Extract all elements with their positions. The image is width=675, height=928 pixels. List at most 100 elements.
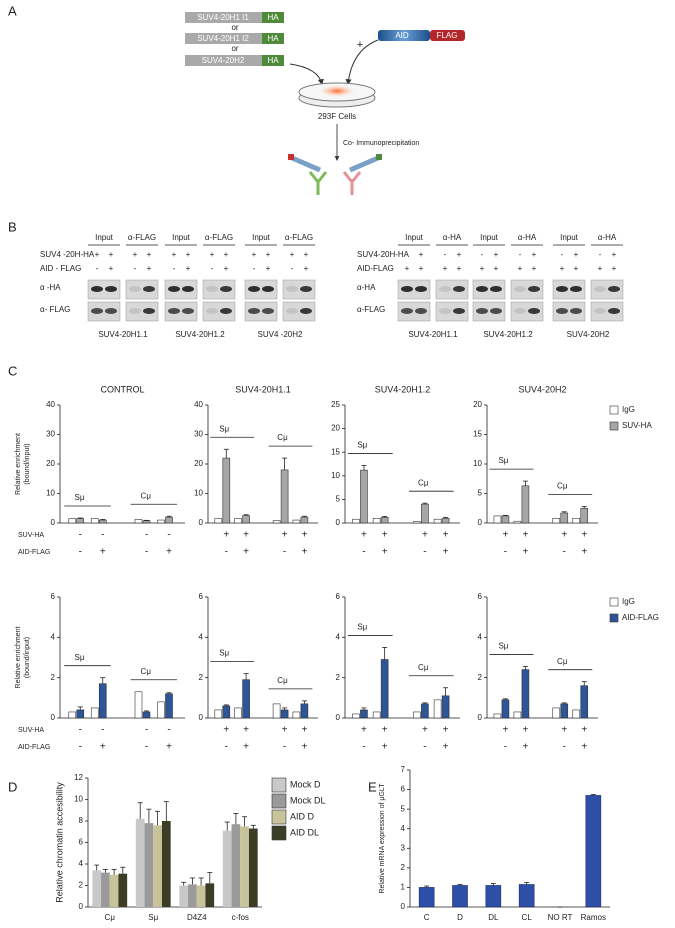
y-tick-label: 0 xyxy=(79,902,84,911)
legend-label: Mock D xyxy=(290,779,321,789)
sign: + xyxy=(186,264,191,273)
bar xyxy=(134,519,143,524)
y-tick-label: 4 xyxy=(199,632,204,641)
bar xyxy=(418,887,435,908)
bar xyxy=(501,515,510,524)
sign: - xyxy=(563,742,566,753)
band xyxy=(220,308,232,314)
row-name: SUV-HA xyxy=(18,727,44,734)
bar xyxy=(433,699,442,719)
sign: + xyxy=(598,264,603,273)
band xyxy=(206,308,218,314)
chart-title: SUV4-20H1.1 xyxy=(235,384,291,394)
sign: + xyxy=(574,250,579,259)
y-tick-label: 5 xyxy=(336,495,341,504)
y-axis-label: Relative chromatin accesibility xyxy=(54,782,64,903)
or: or xyxy=(231,23,238,32)
panel-label: C xyxy=(8,363,17,378)
sign: + xyxy=(95,250,100,259)
column-header: Input xyxy=(480,233,499,242)
bar xyxy=(493,515,502,524)
group-label: Cμ xyxy=(418,478,429,487)
blot xyxy=(510,279,544,300)
group-label: SUV4-20H1.2 xyxy=(483,330,533,339)
bar xyxy=(161,821,171,907)
aid-bar xyxy=(378,30,430,41)
x-tick-label: CL xyxy=(522,913,533,922)
group-label: Sμ xyxy=(357,441,367,450)
blot xyxy=(590,301,624,322)
bar xyxy=(142,711,151,719)
bar xyxy=(580,685,589,719)
legend-label: IgG xyxy=(622,405,635,414)
bar xyxy=(118,873,128,907)
y-tick-label: 10 xyxy=(473,459,482,468)
sign: - xyxy=(79,530,82,541)
bar xyxy=(242,679,250,719)
band xyxy=(556,286,568,292)
chart-title: SUV4-20H2 xyxy=(518,384,566,394)
bar xyxy=(413,521,421,524)
group-label: Cμ xyxy=(277,676,288,685)
x-tick-label: Cμ xyxy=(105,913,116,922)
y-tick-label: 6 xyxy=(199,592,204,601)
column-header: α-HA xyxy=(443,233,462,242)
blot xyxy=(397,279,431,300)
bar xyxy=(242,515,250,524)
bar xyxy=(234,518,242,524)
column-header: α-HA xyxy=(598,233,617,242)
band xyxy=(105,286,117,292)
band xyxy=(453,308,465,314)
sign: + xyxy=(405,264,410,273)
band xyxy=(262,286,274,292)
sign: + xyxy=(443,725,449,736)
sign: + xyxy=(382,530,388,541)
sign: - xyxy=(283,742,286,753)
sign: + xyxy=(503,530,509,541)
y-tick-label: 2 xyxy=(51,673,56,682)
legend-label: Mock DL xyxy=(290,795,326,805)
sign: - xyxy=(167,725,170,736)
bar xyxy=(413,711,421,719)
y-tick-label: 20 xyxy=(473,400,482,409)
bar xyxy=(142,520,151,524)
sign: + xyxy=(223,530,229,541)
sign: - xyxy=(283,547,286,558)
bar xyxy=(157,701,165,719)
blot xyxy=(435,279,469,300)
bar xyxy=(98,519,107,524)
bar xyxy=(501,699,510,719)
band xyxy=(570,286,582,292)
y-tick-label: 2 xyxy=(79,881,84,890)
blot xyxy=(164,279,198,300)
blot xyxy=(397,301,431,322)
band xyxy=(453,286,465,292)
y-axis-label: (bound/input) xyxy=(24,637,31,678)
bar xyxy=(521,485,530,524)
band xyxy=(91,286,103,292)
sign: + xyxy=(266,264,271,273)
bar xyxy=(380,517,389,524)
row-label: AID - FLAG xyxy=(40,264,81,273)
bar xyxy=(214,709,223,719)
band xyxy=(594,286,606,292)
blot xyxy=(552,301,586,322)
bar xyxy=(572,517,581,524)
bar xyxy=(205,883,215,907)
x-tick-label: Ramos xyxy=(581,913,606,922)
construct-name: SUV4-20H1 I1 xyxy=(197,13,249,22)
bar xyxy=(441,695,450,719)
construct-name: SUV4-20H1 I2 xyxy=(197,34,249,43)
sign: + xyxy=(109,264,114,273)
y-tick-label: 3 xyxy=(401,843,406,852)
sign: + xyxy=(422,530,428,541)
x-tick-label: D4Z4 xyxy=(187,913,207,922)
sign: + xyxy=(494,250,499,259)
y-tick-label: 4 xyxy=(336,632,341,641)
bar xyxy=(98,683,107,719)
bar xyxy=(134,691,143,719)
sign: + xyxy=(581,530,587,541)
x-tick-label: NO RT xyxy=(548,913,573,922)
blot xyxy=(87,279,121,300)
cells xyxy=(319,85,355,97)
